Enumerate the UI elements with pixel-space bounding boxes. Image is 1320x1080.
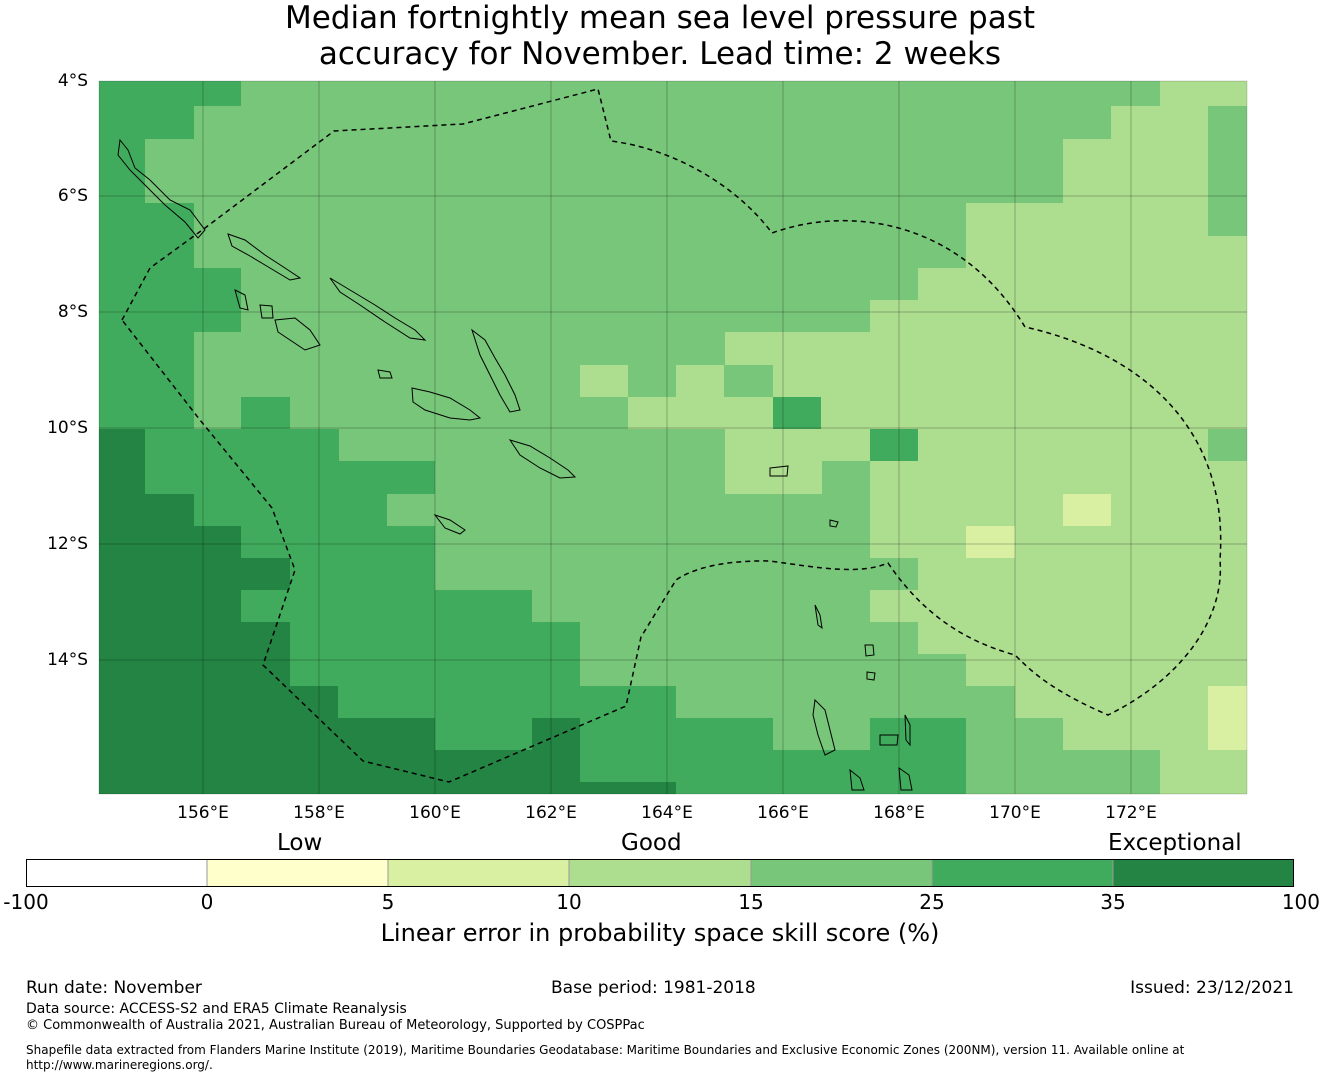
map-frame xyxy=(98,80,1248,795)
eez-boundary xyxy=(121,88,1222,783)
lon-label-170e: 170°E xyxy=(989,803,1041,823)
base-period: Base period: 1981-2018 xyxy=(551,978,756,998)
colorbar-swatch-4 xyxy=(751,859,932,887)
colorbar-swatch-2 xyxy=(388,859,569,887)
colorbar-tick-4: 15 xyxy=(738,890,764,914)
colorbar-tick-6: 35 xyxy=(1100,890,1126,914)
lon-label-158e: 158°E xyxy=(293,803,345,823)
title-line-2: accuracy for November. Lead time: 2 week… xyxy=(318,36,1002,72)
lat-label-12s: 12°S xyxy=(47,534,88,554)
run-date: Run date: November xyxy=(26,978,202,998)
colorbar-swatch-5 xyxy=(932,859,1113,887)
graticule xyxy=(99,81,1247,794)
lon-label-166e: 166°E xyxy=(757,803,809,823)
lat-label-4s: 4°S xyxy=(57,71,88,91)
colorbar xyxy=(26,859,1294,887)
lon-label-156e: 156°E xyxy=(177,803,229,823)
colorbar-swatch-6 xyxy=(1113,859,1294,887)
colorbar-swatch-1 xyxy=(207,859,388,887)
lon-label-168e: 168°E xyxy=(873,803,925,823)
coastlines xyxy=(117,138,913,791)
colorbar-swatch-3 xyxy=(569,859,751,887)
lat-label-14s: 14°S xyxy=(47,650,88,670)
lon-label-160e: 160°E xyxy=(409,803,461,823)
shapefile-credit: Shapefile data extracted from Flanders M… xyxy=(26,1043,1185,1072)
lat-label-10s: 10°S xyxy=(47,418,88,438)
colorbar-tick-5: 25 xyxy=(919,890,945,914)
copyright-notice: © Commonwealth of Australia 2021, Austra… xyxy=(26,1018,645,1033)
lon-label-162e: 162°E xyxy=(525,803,577,823)
category-low: Low xyxy=(277,830,323,856)
skill-grid xyxy=(99,81,1247,794)
category-good: Good xyxy=(621,830,682,856)
colorbar-swatch-0 xyxy=(26,859,207,887)
colorbar-title: Linear error in probability space skill … xyxy=(380,919,940,947)
skill-map xyxy=(98,80,1248,795)
colorbar-tick-2: 5 xyxy=(381,890,395,914)
chart-title: Median fortnightly mean sea level pressu… xyxy=(0,0,1320,72)
lon-label-172e: 172°E xyxy=(1105,803,1157,823)
title-line-1: Median fortnightly mean sea level pressu… xyxy=(284,0,1036,36)
lat-label-6s: 6°S xyxy=(57,186,88,206)
colorbar-tick-0: -100 xyxy=(3,890,49,914)
lat-label-8s: 8°S xyxy=(57,302,88,322)
colorbar-tick-7: 100 xyxy=(1281,890,1320,914)
colorbar-tick-3: 10 xyxy=(556,890,582,914)
category-exceptional: Exceptional xyxy=(1108,830,1242,856)
issued-date: Issued: 23/12/2021 xyxy=(1130,978,1294,998)
lon-label-164e: 164°E xyxy=(641,803,693,823)
data-source: Data source: ACCESS-S2 and ERA5 Climate … xyxy=(26,1001,407,1017)
colorbar-tick-1: 0 xyxy=(200,890,214,914)
